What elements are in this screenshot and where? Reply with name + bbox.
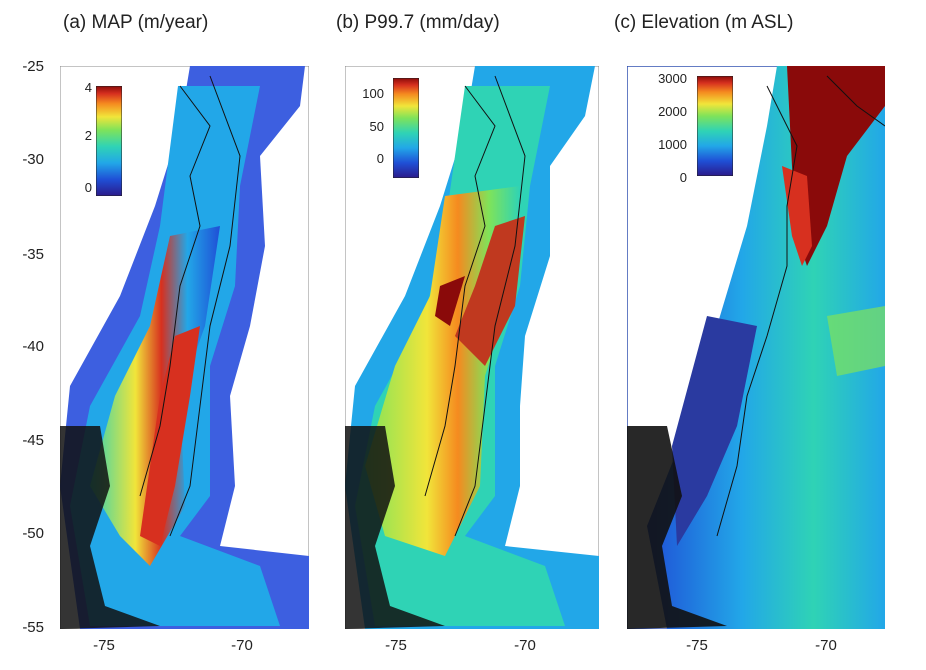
coastline-islands [60,426,160,629]
panel-a-colorbar [96,86,122,196]
y-tick-label: -55 [22,619,44,636]
colorbar-tick: 0 [679,170,687,185]
y-tick-label: -25 [22,58,44,75]
colorbar-tick: 0 [84,180,92,195]
x-tick-label: -70 [231,637,253,654]
colorbar-tick: 0 [376,151,384,166]
colorbar-tick: 2000 [658,104,687,119]
panel-c-map [627,66,885,629]
panel-b-colorbar [393,78,419,178]
panel-c-title: (c) Elevation (m ASL) [614,12,794,33]
x-tick-label: -70 [514,637,536,654]
y-tick-label: -30 [22,151,44,168]
colorbar-tick: 100 [362,86,384,101]
y-tick-label: -45 [22,432,44,449]
panel-b-title: (b) P99.7 (mm/day) [336,12,500,33]
colorbar-tick: 4 [84,80,92,95]
colorbar-tick: 1000 [658,137,687,152]
y-tick-label: -50 [22,525,44,542]
colorbar-tick: 2 [84,128,92,143]
x-tick-label: -75 [93,637,115,654]
x-tick-label: -70 [815,637,837,654]
panel-a-map [60,66,309,629]
y-tick-label: -40 [22,338,44,355]
panel-b-map [345,66,599,629]
colorbar-tick: 3000 [658,71,687,86]
x-tick-label: -75 [385,637,407,654]
andes-high-elevation [787,66,885,266]
x-tick-label: -75 [686,637,708,654]
panel-a-title: (a) MAP (m/year) [63,12,209,33]
panel-c-colorbar [697,76,733,176]
colorbar-tick: 50 [369,119,384,134]
y-tick-label: -35 [22,246,44,263]
